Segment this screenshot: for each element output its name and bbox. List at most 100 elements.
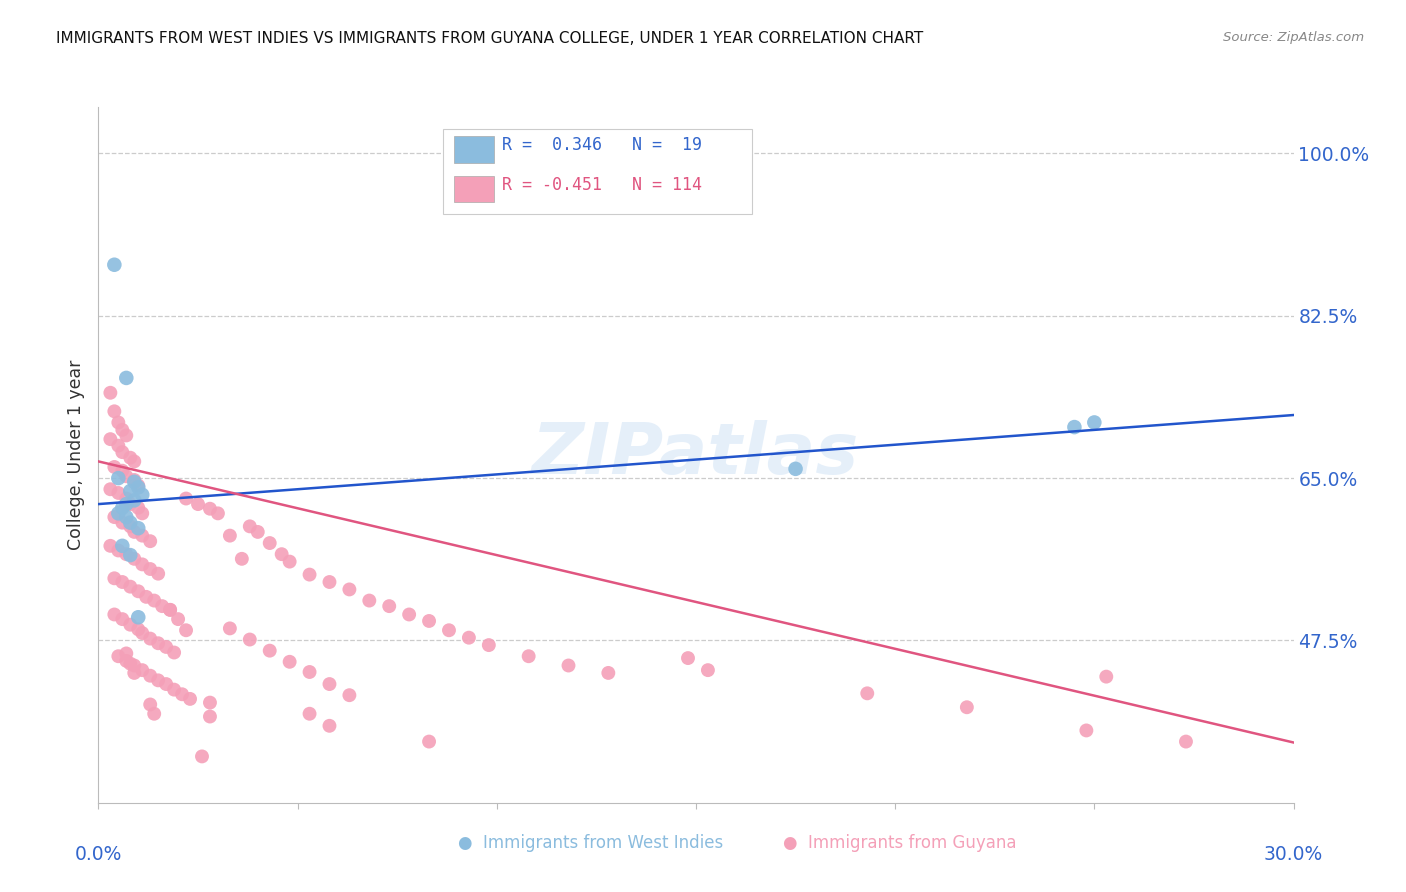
Point: [339, 582, 360, 597]
Text: ZIPatlas: ZIPatlas: [533, 420, 859, 490]
Point: [115, 547, 138, 561]
Point: [120, 484, 142, 499]
Point: [148, 566, 170, 581]
Point: [172, 687, 194, 701]
Point: [150, 599, 173, 614]
Point: [219, 621, 242, 635]
Point: [100, 539, 122, 553]
Point: [115, 497, 138, 511]
Point: [155, 640, 177, 654]
Point: [239, 519, 262, 533]
Point: [139, 562, 162, 576]
Point: [111, 612, 134, 626]
Point: [191, 749, 214, 764]
Point: [111, 445, 134, 459]
Point: [124, 665, 146, 680]
Point: [148, 673, 170, 688]
Point: [115, 491, 138, 506]
Point: [139, 698, 162, 712]
Point: [163, 682, 186, 697]
Point: [298, 665, 321, 679]
Point: [270, 547, 292, 561]
Point: [259, 643, 281, 657]
Text: ●  Immigrants from Guyana: ● Immigrants from Guyana: [783, 834, 1017, 852]
Point: [103, 404, 125, 418]
Point: [517, 649, 540, 664]
Point: [124, 551, 146, 566]
Point: [458, 631, 481, 645]
Text: R = -0.451   N = 114: R = -0.451 N = 114: [502, 176, 702, 194]
Point: [127, 623, 149, 637]
Point: [139, 669, 162, 683]
Point: [219, 528, 242, 542]
Text: 0.0%: 0.0%: [75, 845, 122, 863]
Point: [131, 528, 153, 542]
Point: [318, 719, 340, 733]
Point: [239, 632, 262, 647]
Point: [124, 524, 146, 539]
Point: [120, 519, 142, 533]
Point: [159, 603, 181, 617]
Point: [107, 471, 129, 485]
Point: [198, 501, 221, 516]
Point: [956, 700, 979, 714]
Point: [111, 500, 134, 515]
Point: [359, 593, 381, 607]
Point: [339, 688, 360, 702]
Point: [139, 632, 162, 646]
Point: [785, 462, 807, 476]
Point: [437, 624, 460, 638]
Point: [115, 510, 138, 524]
Point: [198, 709, 221, 723]
Point: [163, 646, 186, 660]
Point: [207, 507, 229, 521]
Point: [124, 454, 146, 468]
Point: [107, 486, 129, 500]
Point: [198, 696, 221, 710]
Point: [107, 507, 129, 521]
Point: [103, 571, 125, 585]
Point: [159, 603, 181, 617]
Point: [127, 610, 149, 624]
Point: [298, 706, 321, 721]
Point: [120, 516, 142, 530]
Text: R =  0.346   N =  19: R = 0.346 N = 19: [502, 136, 702, 153]
Point: [131, 488, 153, 502]
Point: [115, 654, 138, 668]
Point: [856, 686, 879, 700]
Point: [100, 482, 122, 496]
Point: [418, 734, 440, 748]
Point: [127, 480, 149, 494]
Point: [115, 469, 138, 483]
Point: [100, 432, 122, 446]
Point: [100, 385, 122, 400]
Point: [187, 497, 209, 511]
Point: [120, 657, 142, 671]
Point: [115, 647, 138, 661]
Point: [1095, 670, 1118, 684]
Point: [124, 473, 146, 487]
Point: [1076, 723, 1098, 738]
Point: [598, 665, 620, 680]
Point: [557, 658, 579, 673]
Point: [111, 574, 134, 589]
Point: [120, 580, 142, 594]
Point: [103, 607, 125, 622]
Point: [127, 584, 149, 599]
Point: [103, 510, 125, 524]
Point: [124, 493, 146, 508]
Point: [135, 590, 157, 604]
Point: [131, 558, 153, 572]
Point: [174, 624, 197, 638]
Point: [115, 371, 138, 385]
Point: [278, 555, 301, 569]
Point: [111, 539, 134, 553]
Point: [120, 548, 142, 562]
Point: [120, 617, 142, 632]
Point: [318, 677, 340, 691]
Text: IMMIGRANTS FROM WEST INDIES VS IMMIGRANTS FROM GUYANA COLLEGE, UNDER 1 YEAR CORR: IMMIGRANTS FROM WEST INDIES VS IMMIGRANT…: [56, 31, 924, 46]
Point: [697, 663, 720, 677]
Point: [246, 524, 269, 539]
Point: [148, 636, 170, 650]
Point: [139, 534, 162, 549]
